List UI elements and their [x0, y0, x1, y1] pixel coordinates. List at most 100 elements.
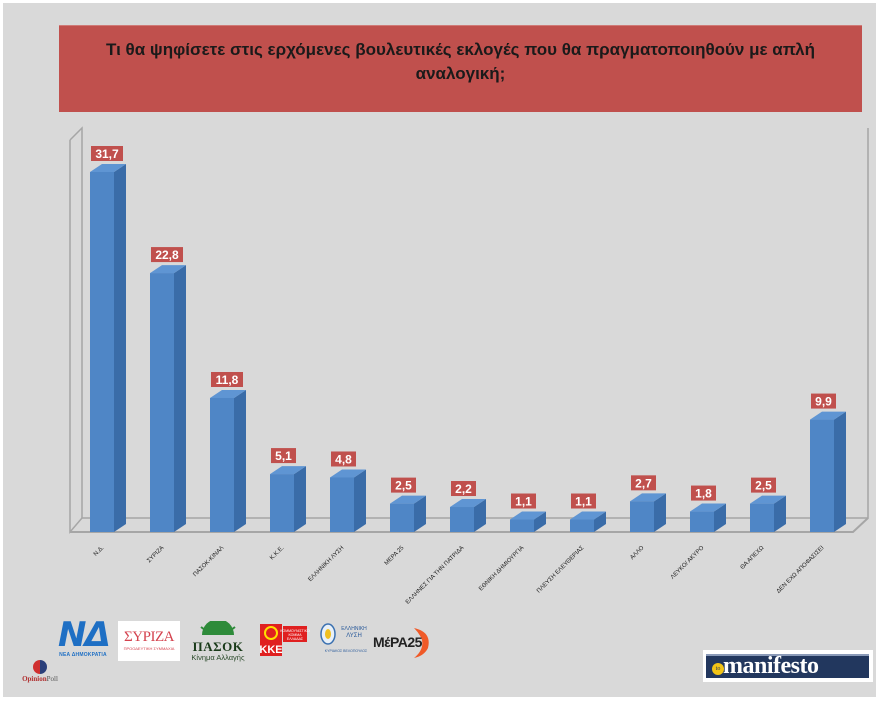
bar-top — [330, 469, 366, 478]
category-label: Ν.Δ. — [93, 545, 106, 558]
bar-side — [654, 493, 666, 532]
svg-text:ΕΛΛΑΔΑΣ: ΕΛΛΑΔΑΣ — [287, 637, 304, 641]
bar-side — [174, 265, 186, 532]
kke-logo: ΚΚΕ ΚΟΜΜΟΥΝΙΣΤΙΚΟ ΚΟΜΜΑ ΕΛΛΑΔΑΣ — [259, 622, 311, 658]
elliniki-lysi-emblem-icon: ΕΛΛΗΝΙΚΗ ΛΥΣΗ ΚΥΡΙΑΚΟΣ ΒΕΛΟΠΟΥΛΟΣ — [320, 623, 368, 653]
syriza-logo: ΣΥΡΙΖΑ ΠΡΟΟΔΕΥΤΙΚΗ ΣΥΜΜΑΧΙΑ — [118, 621, 180, 661]
opinion-poll-text: OpinionPoll — [10, 675, 70, 683]
bar-top — [90, 164, 126, 172]
bar-top — [750, 495, 786, 504]
svg-text:ΕΛΛΗΝΙΚΗ: ΕΛΛΗΝΙΚΗ — [341, 626, 367, 632]
value-label: 1,1 — [515, 495, 532, 509]
bar-group: 31,7 Ν.Δ. — [90, 146, 126, 558]
bar-top — [270, 466, 306, 475]
value-label: 4,8 — [335, 452, 352, 466]
bar — [150, 273, 174, 532]
manifesto-logo: to manifesto — [703, 650, 873, 682]
bar — [750, 503, 774, 532]
pasok-logo-subtitle: Κίνημα Αλλαγής — [191, 653, 245, 662]
bar-group: 2,7 ΑΛΛΟ — [629, 475, 666, 561]
category-label: ΕΛΛΗΝΙΚΗ ΛΥΣΗ — [307, 545, 345, 583]
value-label: 22,8 — [155, 248, 179, 262]
value-label: 2,5 — [395, 479, 412, 493]
bar-top — [210, 389, 246, 398]
pasok-logo-text: ΠΑΣΟΚ — [192, 639, 244, 654]
bar-top — [810, 411, 846, 420]
value-label: 2,7 — [635, 476, 652, 490]
bar-group: 2,5 ΘΑ ΑΠΕΧΩ — [740, 477, 786, 571]
mera25-swallow-icon — [414, 628, 429, 658]
slide-background — [3, 3, 876, 697]
bar-group: 1,1 ΠΛΕΥΣΗ ΕΛΕΥΘΕΡΙΑΣ — [536, 493, 606, 595]
value-label: 11,8 — [216, 373, 239, 387]
elliniki-lysi-logo: ΕΛΛΗΝΙΚΗ ΛΥΣΗ ΚΥΡΙΑΚΟΣ ΒΕΛΟΠΟΥΛΟΣ — [318, 620, 373, 658]
bar-group: 11,8 ΠΑΣΟΚ-ΚΙΝΑΛ — [192, 371, 246, 578]
bar-top — [150, 265, 186, 274]
bar-top — [450, 499, 486, 508]
bar — [330, 477, 354, 532]
bar-side — [534, 511, 546, 532]
value-label-box — [331, 451, 356, 467]
svg-text:ΛΥΣΗ: ΛΥΣΗ — [346, 633, 362, 639]
mera25-logo: ΜέΡΑ25 — [370, 622, 435, 660]
bar-side — [714, 503, 726, 532]
svg-text:ΚΟΜΜΟΥΝΙΣΤΙΚΟ: ΚΟΜΜΟΥΝΙΣΤΙΚΟ — [280, 629, 310, 633]
category-label: ΜΕΡΑ 25 — [384, 545, 406, 567]
opinion-poll-brand: Opinion — [22, 675, 47, 683]
syriza-logo-text: ΣΥΡΙΖΑ — [124, 629, 174, 645]
bar-top — [570, 511, 606, 520]
manifesto-banner: to manifesto — [706, 653, 869, 679]
bar-top — [690, 503, 726, 512]
mera25-logo-text: ΜέΡΑ25 — [373, 634, 422, 650]
category-label: ΔΕΝ ΕΧΩ ΑΠΟΦΑΣΙΣΕΙ — [776, 545, 826, 595]
value-label: 1,8 — [695, 487, 712, 501]
value-label-box — [451, 481, 476, 497]
value-label: 9,9 — [815, 395, 832, 409]
bar — [630, 501, 654, 532]
value-label: 2,5 — [755, 479, 772, 493]
chart-title: Τι θα ψηφίσετε στις ερχόμενες βουλευτικέ… — [106, 40, 815, 83]
chart-title-box: Τι θα ψηφίσετε στις ερχόμενες βουλευτικέ… — [59, 25, 862, 112]
category-label: ΑΛΛΟ — [629, 545, 645, 561]
bar-top — [630, 493, 666, 502]
opinion-poll-suffix: Poll — [46, 675, 58, 683]
syriza-logo-subtitle: ΠΡΟΟΔΕΥΤΙΚΗ ΣΥΜΜΑΧΙΑ — [123, 646, 175, 651]
pasok-logo: ΠΑΣΟΚ Κίνημα Αλλαγής — [186, 619, 250, 662]
value-label: 5,1 — [275, 449, 292, 463]
nd-logo-mark: ΝΔ — [58, 615, 111, 655]
bar-side — [354, 469, 366, 532]
bar-group: 5,1 Κ.Κ.Ε. — [269, 448, 306, 561]
manifesto-to-badge: to — [712, 663, 724, 675]
value-label: 2,2 — [455, 482, 472, 496]
value-label-box — [811, 393, 836, 409]
category-label: ΠΛΕΥΣΗ ΕΛΕΥΘΕΡΙΑΣ — [536, 545, 586, 595]
bar-side — [834, 411, 846, 532]
value-label-box — [151, 247, 183, 263]
bar — [690, 511, 714, 532]
chart-frame — [69, 126, 869, 535]
bar-side — [414, 495, 426, 532]
bar-side — [774, 495, 786, 532]
value-label-box — [571, 493, 596, 509]
manifesto-wordmark: manifesto — [723, 653, 819, 679]
nd-logo-subtitle: ΝΕΑ ΔΗΜΟΚΡΑΤΙΑ — [59, 652, 107, 658]
bar-side — [114, 164, 126, 532]
bar-side — [594, 511, 606, 532]
bar-side — [294, 466, 306, 532]
bar — [390, 503, 414, 532]
value-label-box — [211, 371, 243, 387]
kke-hammer-sickle-icon: ΚΚΕ ΚΟΜΜΟΥΝΙΣΤΙΚΟ ΚΟΜΜΑ ΕΛΛΑΔΑΣ — [259, 624, 310, 656]
category-label: ΠΑΣΟΚ-ΚΙΝΑΛ — [192, 545, 225, 578]
category-label: ΛΕΥΚΟ/ ΑΚΥΡΟ — [670, 545, 706, 581]
bar-top — [390, 495, 426, 504]
bar — [450, 507, 474, 532]
bar-side — [474, 499, 486, 532]
value-label-box — [271, 448, 296, 464]
bar — [510, 519, 534, 532]
category-label: Κ.Κ.Ε. — [269, 545, 286, 562]
bar — [270, 474, 294, 532]
value-label: 31,7 — [95, 147, 119, 161]
value-label-box — [751, 477, 776, 493]
svg-text:ΚΥΡΙΑΚΟΣ ΒΕΛΟΠΟΥΛΟΣ: ΚΥΡΙΑΚΟΣ ΒΕΛΟΠΟΥΛΟΣ — [325, 649, 368, 653]
